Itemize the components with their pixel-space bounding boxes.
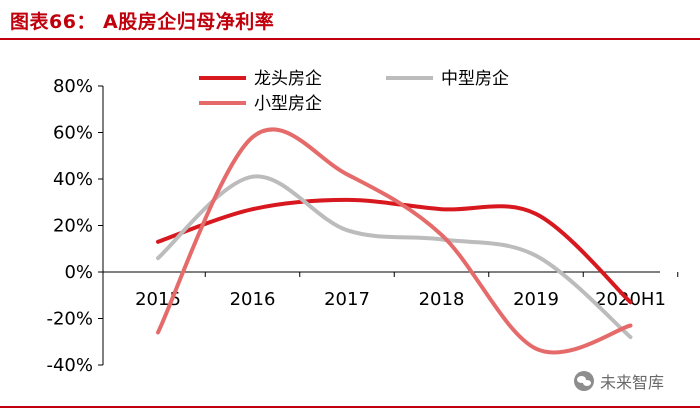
y-axis: 80% 60% 40% 20% 0% -20% -40% [46,76,104,376]
series-line-3 [156,127,633,355]
legend-label: 中型房企 [441,69,509,89]
y-tick-label: 0% [64,262,93,283]
x-tick-label: 2019 [513,289,559,310]
watermark: 未来智库 [574,369,664,393]
series-line-2 [156,174,633,340]
series-line-1 [156,197,633,305]
figure-title: 图表66： A股房企归母净利率 [10,11,275,33]
header-rule [0,38,700,40]
y-tick-label: -40% [46,355,93,376]
series-group [156,127,633,355]
y-tick-label: 80% [53,76,93,97]
legend-label: 小型房企 [254,94,322,114]
report-header: 图表66： A股房企归母净利率 [0,0,700,40]
x-tick-label: 2017 [324,289,370,310]
y-tick-label: 40% [53,169,93,190]
wechat-icon [574,371,594,391]
watermark-text: 未来智库 [600,373,665,392]
y-tick-label: 60% [53,123,93,144]
x-tick-label: 2018 [419,289,465,310]
legend-label: 龙头房企 [254,69,322,89]
x-tick-label: 2016 [230,289,276,310]
y-tick-label: -20% [46,309,93,330]
footer-rule [0,406,700,408]
y-tick-label: 20% [53,216,93,237]
x-axis: 2015 2016 2017 2018 2019 2020H1 [103,271,679,310]
